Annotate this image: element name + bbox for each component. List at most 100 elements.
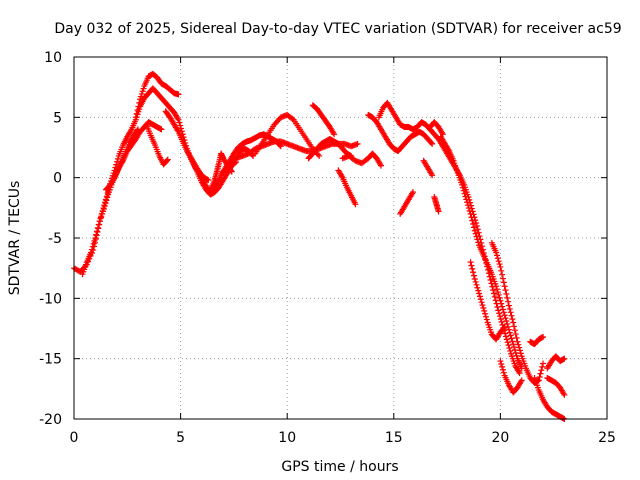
data-point [510, 341, 517, 348]
data-point [498, 267, 505, 274]
data-point [92, 235, 99, 241]
sat-track-22 [437, 133, 525, 372]
data-point [475, 287, 482, 294]
data-point [158, 126, 165, 133]
data-point [475, 239, 482, 246]
data-point [227, 167, 234, 174]
x-tick-label: 10 [278, 430, 296, 446]
data-point [493, 252, 500, 259]
sat-track-29 [544, 374, 568, 398]
data-point [133, 110, 140, 117]
data-point [507, 347, 514, 354]
plot-frame [73, 56, 608, 420]
data-point [504, 294, 511, 301]
sat-track-23 [467, 259, 508, 343]
axis-ticks [73, 56, 608, 420]
data-point [501, 312, 508, 319]
data-point [250, 152, 257, 159]
data-point [503, 336, 510, 343]
data-point [477, 296, 484, 303]
data-point [500, 369, 507, 376]
data-point [467, 210, 474, 217]
data-point [465, 205, 472, 212]
data-point [512, 331, 519, 338]
data-point [163, 157, 170, 164]
data-point [561, 355, 568, 362]
data-point [500, 325, 507, 332]
sat-track-14 [335, 167, 359, 208]
data-point [378, 162, 385, 169]
data-point [470, 269, 477, 276]
data-point [537, 370, 544, 377]
data-point [502, 330, 509, 337]
data-point [464, 202, 471, 209]
data-point [561, 391, 568, 398]
data-point [459, 181, 466, 188]
data-point [468, 214, 475, 221]
sat-track-5 [143, 121, 171, 168]
data-point [505, 302, 512, 309]
data-point [409, 189, 416, 196]
x-tick-label: 25 [598, 430, 616, 446]
data-point [508, 335, 515, 342]
data-point [205, 177, 212, 184]
data-point [502, 287, 509, 294]
data-point [499, 271, 506, 278]
data-point [540, 360, 547, 367]
data-point [499, 306, 506, 313]
sat-track-26 [527, 333, 547, 348]
data-points [71, 70, 568, 422]
data-point [496, 313, 503, 320]
y-tick-label: -5 [48, 231, 62, 247]
data-point [505, 342, 512, 349]
data-point [176, 119, 183, 126]
data-point [512, 349, 519, 356]
data-point [89, 243, 96, 250]
data-point [511, 327, 518, 334]
sat-track-24 [488, 239, 547, 386]
data-point [518, 377, 525, 384]
sat-track-10 [252, 111, 323, 159]
data-point [473, 233, 480, 240]
data-point [228, 168, 235, 175]
data-point [470, 272, 477, 279]
data-point [474, 284, 481, 291]
data-point [539, 363, 546, 370]
data-point [316, 152, 323, 159]
data-point [499, 366, 506, 373]
data-point [94, 224, 101, 231]
data-point [497, 358, 504, 365]
data-point [491, 290, 498, 297]
data-point [493, 286, 500, 293]
data-point [499, 303, 506, 310]
data-point [507, 309, 514, 316]
data-point [482, 310, 489, 317]
sat-track-20 [420, 157, 436, 179]
data-point [102, 200, 109, 207]
data-point [470, 224, 477, 231]
data-point [497, 297, 504, 304]
x-axis-title: GPS time / hours [281, 459, 398, 475]
data-point [471, 276, 478, 283]
data-point [103, 197, 110, 204]
data-point [461, 190, 468, 197]
data-point [515, 341, 522, 348]
data-point [506, 329, 513, 336]
data-point [494, 289, 501, 296]
sat-track-21 [431, 193, 442, 215]
sat-track-28 [544, 353, 568, 372]
y-tick-label: -10 [39, 291, 62, 307]
data-point [493, 249, 500, 256]
data-point [101, 203, 108, 210]
data-point [498, 300, 505, 307]
data-point [94, 228, 101, 235]
data-point [498, 318, 505, 325]
data-point [164, 156, 171, 163]
data-point [482, 313, 489, 320]
data-point [496, 261, 503, 268]
data-point [139, 88, 146, 95]
data-point [497, 263, 504, 270]
data-point [472, 278, 479, 285]
data-point [91, 237, 98, 244]
